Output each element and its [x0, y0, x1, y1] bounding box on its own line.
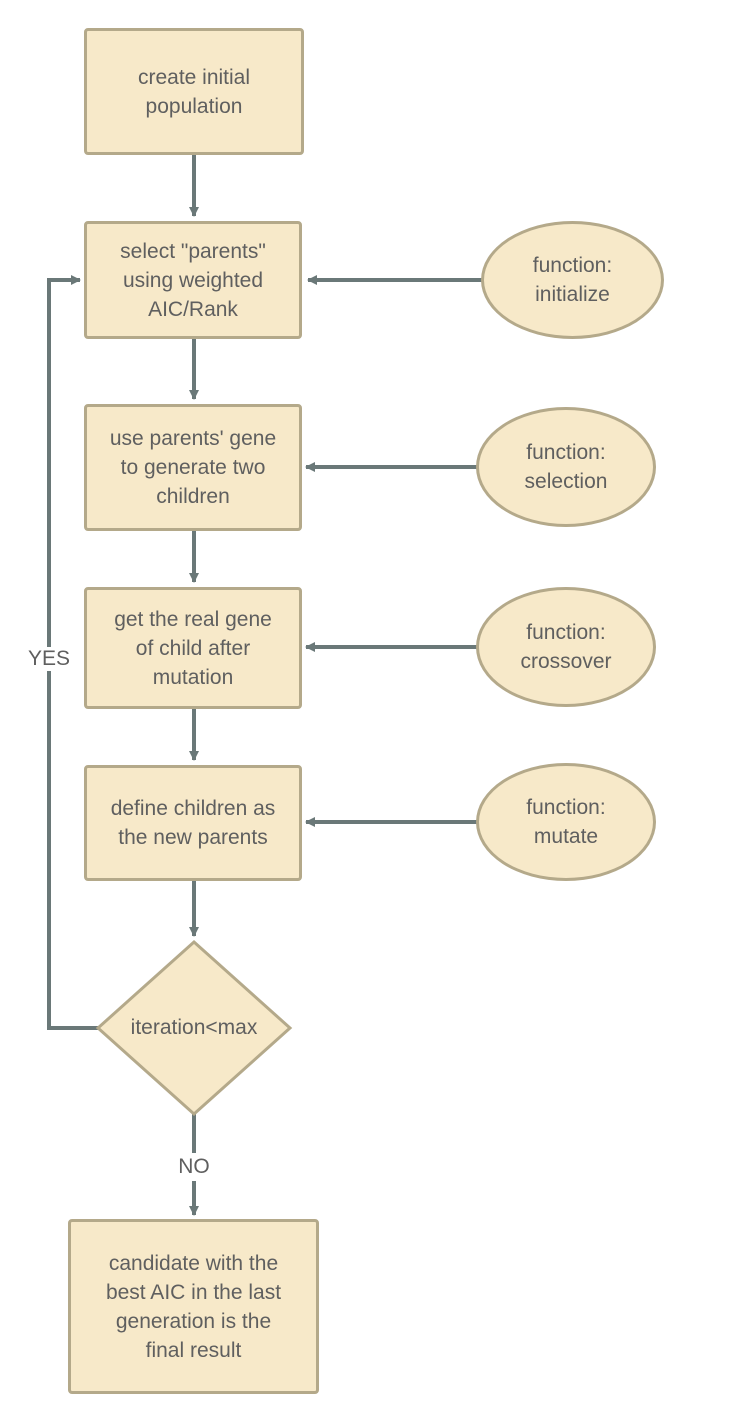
function-initialize: function: initialize [481, 221, 664, 339]
function-selection: function: selection [476, 407, 656, 527]
step-create-initial-population: create initial population [84, 28, 304, 155]
function-crossover: function: crossover [476, 587, 656, 707]
no-label: NO [168, 1155, 220, 1179]
step-get-real-gene: get the real gene of child after mutatio… [84, 587, 302, 709]
yes-label: YES [22, 647, 76, 671]
step-generate-children: use parents' gene to generate two childr… [84, 404, 302, 531]
step-define-new-parents: define children as the new parents [84, 765, 302, 881]
step-select-parents: select "parents" using weighted AIC/Rank [84, 221, 302, 339]
function-mutate: function: mutate [476, 763, 656, 881]
step-final-result: candidate with the best AIC in the last … [68, 1219, 319, 1394]
decision-label: iteration<max [130, 1016, 258, 1039]
decision-diamond [95, 939, 293, 1117]
